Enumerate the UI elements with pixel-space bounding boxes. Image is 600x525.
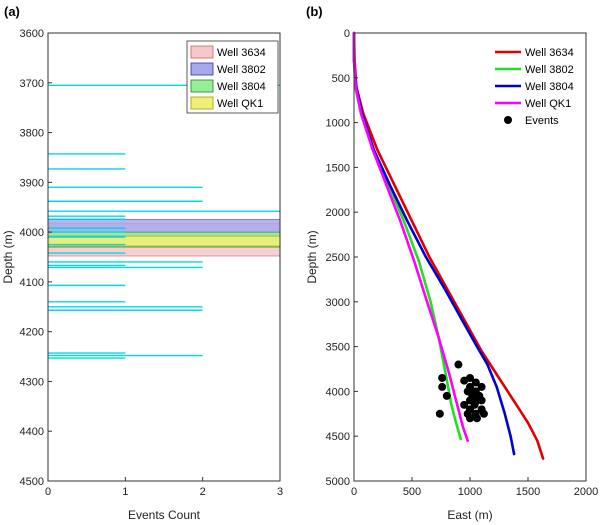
a-ytick-label-7: 4300 xyxy=(20,376,44,388)
a-legend-label-0: Well 3634 xyxy=(217,47,266,59)
event-point-16 xyxy=(460,400,469,409)
b-ytick-label-4: 2000 xyxy=(326,207,350,219)
b-ytick-label-6: 3000 xyxy=(326,297,350,309)
b-legend-label-3: Well QK1 xyxy=(525,98,571,110)
event-point-7 xyxy=(471,378,480,387)
a-ytick-label-2: 3800 xyxy=(20,128,44,140)
event-point-3 xyxy=(435,409,444,418)
b-xtick-label-3: 1500 xyxy=(516,486,540,498)
trajectory-line-3 xyxy=(352,31,469,442)
panel-b-ticks: 0 500 1000 1500 2000 0 500 1000 1500 2000 2500 3000… xyxy=(326,28,599,498)
event-point-24 xyxy=(472,414,481,423)
a-ytick-label-0: 3600 xyxy=(20,28,44,40)
b-ytick-label-10: 5000 xyxy=(326,476,350,488)
a-legend-swatch-0 xyxy=(190,45,214,59)
b-xtick-label-1: 500 xyxy=(403,486,421,498)
event-point-25 xyxy=(468,387,477,396)
event-point-4 xyxy=(454,360,463,369)
panel-b-xlabel: East (m) xyxy=(447,508,492,522)
event-point-23 xyxy=(466,414,474,423)
b-ytick-label-0: 0 xyxy=(344,28,350,40)
b-xtick-label-2: 1000 xyxy=(458,486,482,498)
a-ytick-label-8: 4400 xyxy=(20,426,44,438)
event-point-2 xyxy=(442,391,451,400)
a-legend-label-3: Well QK1 xyxy=(217,98,263,110)
a-ytick-label-9: 4500 xyxy=(20,476,44,488)
b-ytick-label-9: 4500 xyxy=(326,431,350,443)
panel-b-series xyxy=(352,31,545,460)
b-legend-label-1: Well 3802 xyxy=(525,64,574,76)
a-legend-label-1: Well 3802 xyxy=(217,64,266,76)
a-ytick-label-6: 4200 xyxy=(20,327,44,339)
b-legend-label-0: Well 3634 xyxy=(525,47,574,59)
panel-a-xlabel: Events Count xyxy=(128,508,201,522)
b-ytick-label-7: 3500 xyxy=(326,342,350,354)
a-legend-swatch-2 xyxy=(190,79,214,93)
event-point-1 xyxy=(438,382,447,391)
panel-a-ticks: 0 1 2 3 3600 3700 3800 3900 4000 4100 4200 4300 4400… xyxy=(20,28,284,498)
panel-a: (a) 0 1 2 3 3600 3700 3800 3900 4000 4100 4200 4300… xyxy=(1,4,283,522)
a-xtick-label-3: 3 xyxy=(277,486,283,498)
panel-b-legend: Well 3634 Well 3802 Well 3804 Well QK1 Event… xyxy=(493,41,584,130)
b-legend-marker-4 xyxy=(504,116,512,124)
event-point-26 xyxy=(477,396,486,405)
panel-b-events xyxy=(435,360,488,423)
a-legend-label-2: Well 3804 xyxy=(217,81,266,93)
b-ytick-label-1: 500 xyxy=(332,73,350,85)
panel-a-legend: Well 3634 Well 3802 Well 3804 Well QK1 xyxy=(186,40,279,114)
a-legend-swatch-3 xyxy=(190,96,214,110)
panel-a-well-bands xyxy=(47,219,281,257)
a-xtick-label-1: 1 xyxy=(122,486,128,498)
a-legend-swatch-1 xyxy=(190,62,214,76)
b-legend-label-2: Well 3804 xyxy=(525,81,574,93)
trajectory-line-2 xyxy=(352,31,516,456)
a-xtick-label-0: 0 xyxy=(45,486,51,498)
b-xtick-label-0: 0 xyxy=(351,486,357,498)
b-ytick-label-3: 1500 xyxy=(326,162,350,174)
b-ytick-label-2: 1000 xyxy=(326,118,350,130)
a-ytick-label-5: 4100 xyxy=(20,277,44,289)
event-point-22 xyxy=(479,409,488,418)
b-xtick-label-4: 2000 xyxy=(574,486,598,498)
event-point-6 xyxy=(466,373,474,382)
panel-a-label: (a) xyxy=(4,4,20,19)
a-ytick-label-3: 3900 xyxy=(20,177,44,189)
panel-a-ylabel: Depth (m) xyxy=(1,230,15,283)
panel-b-ylabel: Depth (m) xyxy=(305,230,319,283)
panel-b: (b) 0 500 1000 1500 2000 0 500 1000 1500 2000 2500… xyxy=(305,4,598,522)
event-point-0 xyxy=(438,373,447,382)
panel-b-label: (b) xyxy=(306,4,323,19)
a-xtick-label-2: 2 xyxy=(200,486,206,498)
a-ytick-label-4: 4000 xyxy=(20,227,44,239)
event-point-8 xyxy=(477,382,486,391)
b-ytick-label-8: 4000 xyxy=(326,386,350,398)
b-ytick-label-5: 2500 xyxy=(326,252,350,264)
a-ytick-label-1: 3700 xyxy=(20,78,44,90)
b-legend-label-4: Events xyxy=(525,115,559,127)
panel-a-axes-box xyxy=(47,32,281,482)
